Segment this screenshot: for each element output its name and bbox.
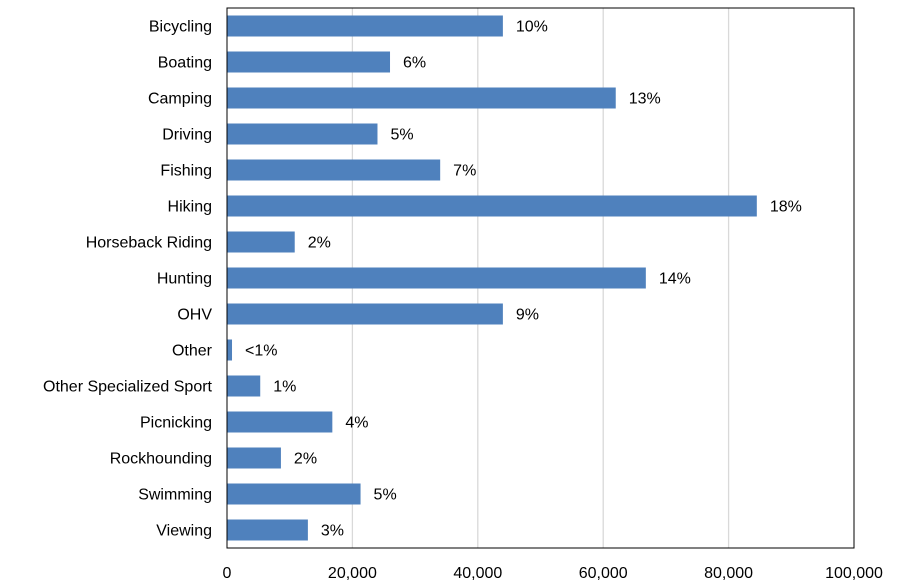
category-label: Hiking: [168, 199, 212, 216]
category-label: Hunting: [157, 271, 212, 288]
x-tick-label: 20,000: [328, 565, 377, 582]
data-label: 1%: [273, 379, 296, 396]
bar: [227, 267, 646, 289]
bar: [227, 339, 233, 361]
data-labels: 10% 6% 13% 5% 7% 18% 2% 14% 9% <1% 1% 4% 2% 5% 3%: [245, 19, 802, 540]
data-label: 4%: [345, 415, 368, 432]
x-tick-label: 0: [223, 565, 232, 582]
bar: [227, 195, 757, 217]
bar: [227, 159, 441, 181]
data-label: 5%: [374, 487, 397, 504]
data-label: 6%: [403, 55, 426, 72]
x-tick-label: 100,000: [825, 565, 883, 582]
x-tick-label: 60,000: [579, 565, 628, 582]
category-label: Swimming: [138, 487, 212, 504]
bar: [227, 231, 295, 253]
category-label: Other Specialized Sport: [43, 379, 213, 396]
data-label: 14%: [659, 271, 691, 288]
data-label: 2%: [308, 235, 331, 252]
category-label: Other: [172, 343, 213, 360]
data-label: 2%: [294, 451, 317, 468]
plot-border: [226, 7, 855, 549]
data-label: 9%: [516, 307, 539, 324]
bar: [227, 51, 391, 73]
category-label: Rockhounding: [110, 451, 212, 468]
bar: [227, 123, 378, 145]
data-label: 13%: [629, 91, 661, 108]
category-label: Camping: [148, 91, 212, 108]
bar: [227, 519, 308, 541]
category-label: Driving: [162, 127, 212, 144]
data-label: 5%: [390, 127, 413, 144]
x-tick-label: 80,000: [704, 565, 753, 582]
category-label: Fishing: [160, 163, 212, 180]
bar: [227, 447, 281, 469]
category-label: Horseback Riding: [86, 235, 212, 252]
x-tick-label: 40,000: [453, 565, 502, 582]
bar: [227, 375, 261, 397]
data-label: 10%: [516, 19, 548, 36]
category-label: Boating: [158, 55, 212, 72]
bar: [227, 483, 361, 505]
bars: [227, 15, 757, 541]
category-label: Bicycling: [149, 19, 212, 36]
category-label: Viewing: [156, 523, 212, 540]
bar: [227, 87, 616, 109]
category-label: Picnicking: [140, 415, 212, 432]
category-label: OHV: [177, 307, 212, 324]
bar: [227, 15, 503, 37]
x-tick-labels: 0 20,000 40,000 60,000 80,000 100,000: [223, 565, 883, 582]
data-label: <1%: [245, 343, 277, 360]
data-label: 18%: [770, 199, 802, 216]
bar: [227, 411, 333, 433]
bar: [227, 303, 503, 325]
category-labels: Bicycling Boating Camping Driving Fishing Hik…: [43, 19, 213, 540]
data-label: 7%: [453, 163, 476, 180]
data-label: 3%: [321, 523, 344, 540]
